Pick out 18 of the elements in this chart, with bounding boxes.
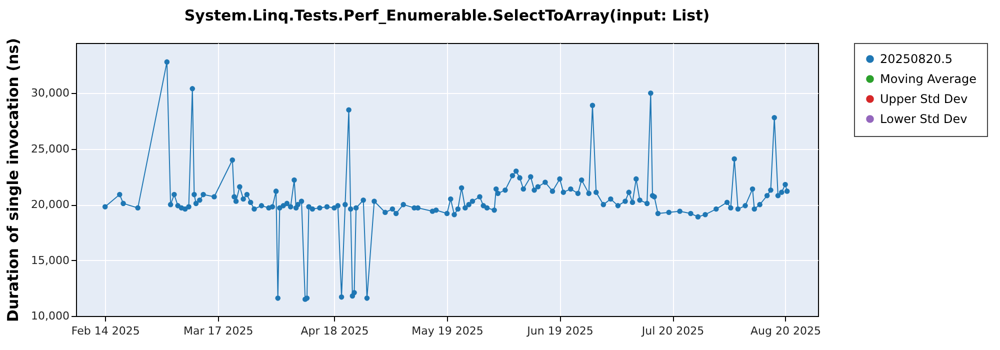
y-axis-title: Duration of single invocation (ns) xyxy=(4,38,22,322)
x-tick-label: Jun 19 2025 xyxy=(526,324,594,338)
legend-label: 20250820.5 xyxy=(880,52,953,66)
x-tick-label: Feb 14 2025 xyxy=(71,324,140,338)
chart-title: System.Linq.Tests.Perf_Enumerable.SelectToArray(input: List) xyxy=(184,6,710,24)
x-tick-label: Aug 20 2025 xyxy=(750,324,821,338)
y-tick-label: 10,000 xyxy=(31,310,70,322)
legend-label: Upper Std Dev xyxy=(880,92,968,106)
y-tick-label: 15,000 xyxy=(31,254,70,267)
x-tick-label: Mar 17 2025 xyxy=(183,324,254,338)
x-tick-label: Jul 20 2025 xyxy=(640,324,704,338)
y-tick-label: 25,000 xyxy=(31,142,70,156)
legend-label: Lower Std Dev xyxy=(880,112,968,126)
legend-label: Moving Average xyxy=(880,72,976,86)
y-tick-label: 30,000 xyxy=(31,86,70,100)
y-tick-label: 20,000 xyxy=(31,198,70,212)
x-tick-label: May 19 2025 xyxy=(412,324,484,338)
x-tick-label: Apr 18 2025 xyxy=(300,324,369,338)
